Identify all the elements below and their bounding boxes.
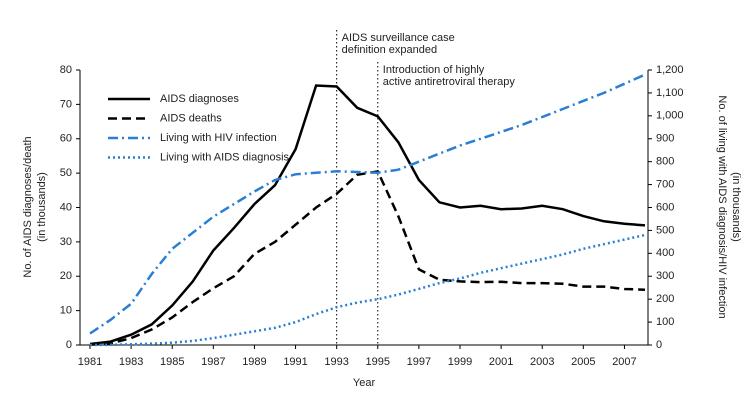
y-tick-label: 40 (60, 201, 72, 213)
y2-tick-label: 100 (656, 316, 674, 328)
x-tick-label: 2005 (571, 356, 595, 368)
y2-tick-label: 900 (656, 133, 674, 145)
legend-label: AIDS deaths (160, 112, 222, 124)
series-line (89, 170, 646, 346)
y-tick-label: 60 (60, 133, 72, 145)
series-line (89, 233, 646, 347)
x-tick-label: 2001 (489, 356, 513, 368)
annotation-text: active antiretroviral therapy (383, 76, 516, 88)
y2-tick-label: 1,100 (656, 87, 684, 99)
y-tick-label: 20 (60, 270, 72, 282)
legend-label: AIDS diagnoses (160, 93, 239, 105)
legend-label: Living with HIV infection (160, 132, 277, 144)
y2-axis-title: (in thousands) (730, 172, 742, 242)
y2-tick-label: 200 (656, 293, 674, 305)
y-tick-label: 0 (66, 339, 72, 351)
x-tick-label: 2003 (530, 356, 554, 368)
y-tick-label: 50 (60, 167, 72, 179)
y2-tick-label: 300 (656, 270, 674, 282)
x-axis-title: Year (353, 377, 376, 389)
y2-tick-label: 700 (656, 178, 674, 190)
y-tick-label: 70 (60, 98, 72, 110)
annotation-text: AIDS surveillance case (342, 32, 455, 44)
x-tick-label: 1989 (242, 356, 266, 368)
x-tick-label: 1993 (324, 356, 348, 368)
y2-tick-label: 600 (656, 201, 674, 213)
y2-tick-label: 800 (656, 156, 674, 168)
y-tick-label: 30 (60, 236, 72, 248)
y-axis-title: (in thousands) (36, 172, 48, 242)
series-line (89, 84, 646, 346)
y2-axis-title: No. of living with AIDS diagnosis/HIV in… (716, 95, 728, 318)
x-tick-label: 2007 (612, 356, 636, 368)
y-tick-label: 80 (60, 64, 72, 76)
x-tick-label: 1985 (160, 356, 184, 368)
x-tick-label: 1997 (407, 356, 431, 368)
legend-label: Living with AIDS diagnosis (160, 151, 290, 163)
y2-tick-label: 500 (656, 224, 674, 236)
x-tick-label: 1995 (366, 356, 390, 368)
x-tick-label: 1991 (283, 356, 307, 368)
y2-tick-label: 1,000 (656, 110, 684, 122)
annotation-text: definition expanded (342, 44, 437, 56)
y2-tick-label: 400 (656, 247, 674, 259)
x-tick-label: 1987 (201, 356, 225, 368)
y2-tick-label: 1,200 (656, 64, 684, 76)
y-tick-label: 10 (60, 305, 72, 317)
y-axis-title: No. of AIDS diagnoses/death (22, 136, 34, 277)
annotation-text: Introduction of highly (383, 64, 485, 76)
x-tick-label: 1981 (78, 356, 102, 368)
x-tick-label: 1999 (448, 356, 472, 368)
x-tick-label: 1983 (119, 356, 143, 368)
y2-tick-label: 0 (656, 339, 662, 351)
